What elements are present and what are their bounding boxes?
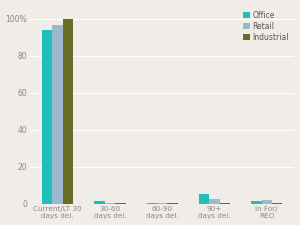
Bar: [262, 200, 272, 204]
Bar: [220, 203, 230, 204]
Bar: [52, 25, 63, 204]
Bar: [157, 203, 167, 204]
Bar: [94, 201, 105, 204]
Bar: [272, 203, 282, 204]
Bar: [63, 18, 73, 204]
Bar: [42, 30, 52, 204]
Bar: [105, 203, 115, 204]
Bar: [199, 194, 209, 204]
Bar: [251, 201, 262, 204]
Bar: [209, 199, 220, 204]
Legend: Office, Retail, Industrial: Office, Retail, Industrial: [242, 9, 291, 43]
Bar: [146, 203, 157, 204]
